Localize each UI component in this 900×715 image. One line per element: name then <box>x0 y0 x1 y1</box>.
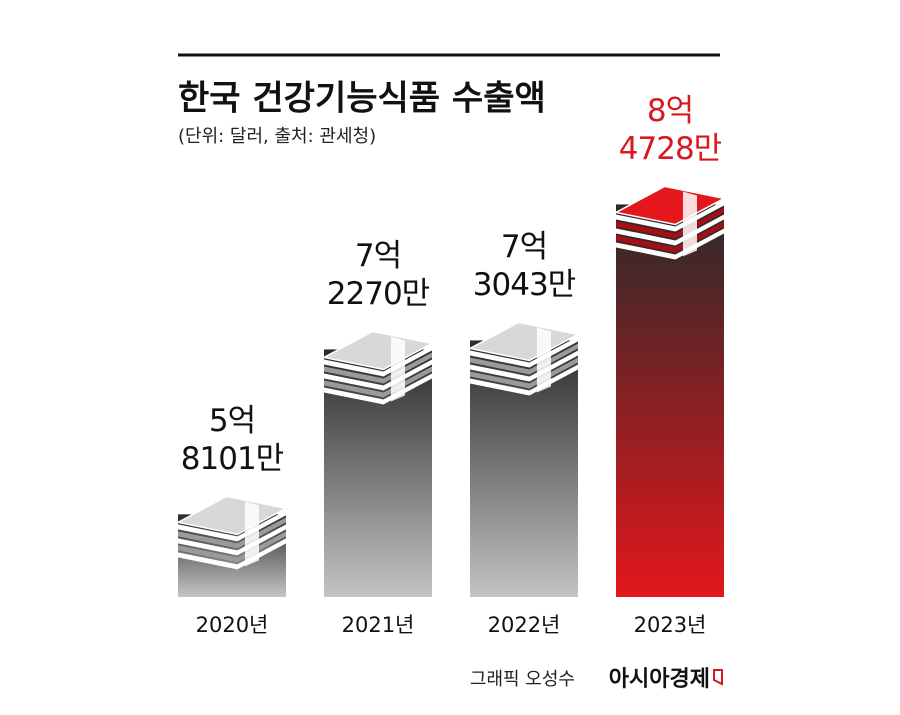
stack-layer <box>616 228 724 260</box>
stack-layer <box>178 531 286 563</box>
money-stack <box>613 185 727 260</box>
stack-layer <box>470 343 578 375</box>
stack-layer <box>178 510 286 542</box>
stack-layer <box>470 350 578 382</box>
chart-subtitle: (단위: 달러, 출처: 관세청) <box>178 126 376 147</box>
credit: 그래픽 오성수 <box>470 669 575 690</box>
stack-layer <box>178 524 286 556</box>
stack-layer <box>470 357 578 389</box>
x-tick-label: 2022년 <box>488 613 561 637</box>
stack-band <box>390 336 405 402</box>
stack-layer <box>616 214 724 246</box>
stack-band <box>682 191 697 257</box>
stack-layer <box>324 366 432 398</box>
stack-layer <box>324 352 432 384</box>
money-stack <box>175 495 289 570</box>
stack-layer <box>178 538 286 570</box>
stack-layer <box>470 336 578 368</box>
stack-layer <box>324 345 432 377</box>
stack-layer <box>616 207 724 239</box>
money-stack <box>467 321 581 396</box>
stack-band <box>536 327 551 393</box>
value-label: 7억 2270만 <box>326 238 430 313</box>
money-stack <box>321 330 435 405</box>
x-tick-label: 2020년 <box>196 613 269 637</box>
chart-title: 한국 건강기능식품 수출액 <box>178 79 546 119</box>
stack-layer <box>324 373 432 405</box>
bar <box>324 349 432 597</box>
stack-layer <box>178 517 286 549</box>
stack-layer <box>324 359 432 391</box>
value-label: 5억 8101만 <box>180 403 284 478</box>
brand-logo <box>713 669 723 686</box>
x-tick-label: 2021년 <box>342 613 415 637</box>
stack-layer <box>616 200 724 232</box>
stack-layer <box>616 221 724 253</box>
stack-layer <box>470 364 578 396</box>
value-label: 8억 4728만 <box>618 93 722 168</box>
brand: 아시아경제 <box>609 667 710 692</box>
stack-band <box>244 501 259 567</box>
bar <box>616 204 724 598</box>
x-tick-label: 2023년 <box>634 613 707 637</box>
value-label: 7억 3043만 <box>472 229 576 304</box>
